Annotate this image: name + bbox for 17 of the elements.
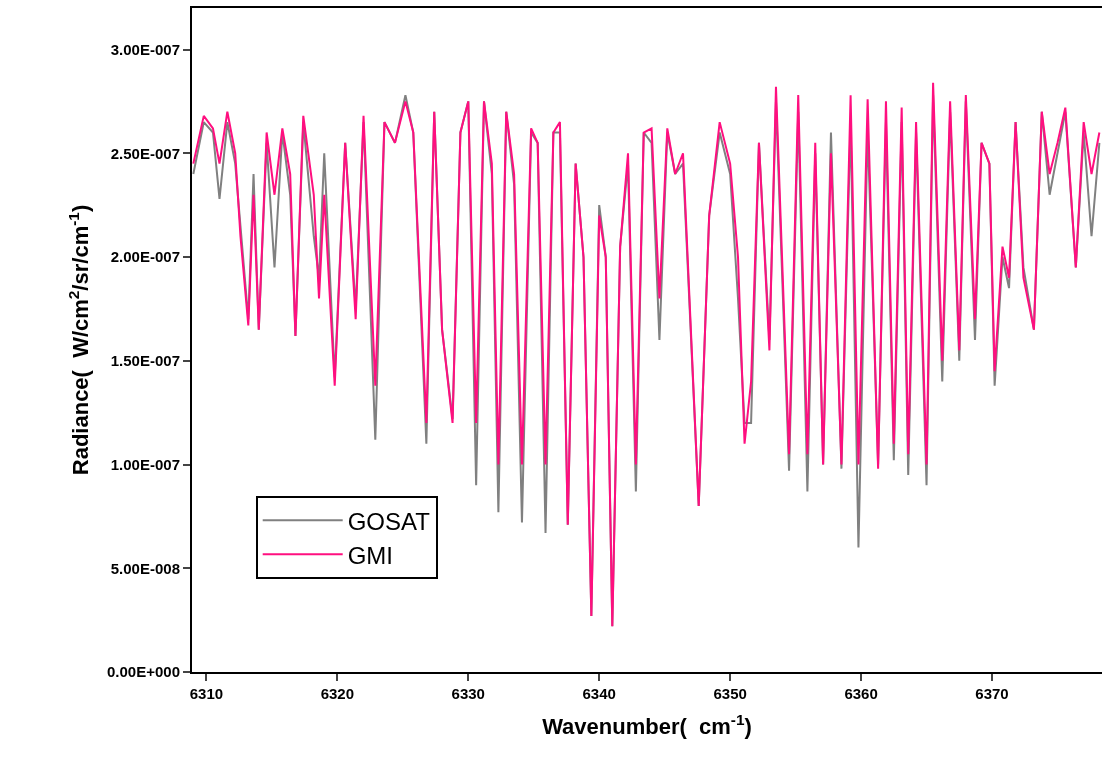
x-axis-title: Wavenumber( cm$^{-1}$) <box>542 711 752 740</box>
x-tick-label: 6340 <box>582 685 616 702</box>
x-tick-label: 6320 <box>320 685 355 702</box>
y-tick-label: 1.50E-007 <box>110 352 180 369</box>
y-tick-label: 2.00E-007 <box>110 248 180 266</box>
x-tick-label: 6370 <box>975 685 1009 702</box>
y-tick-label: 2.50E-007 <box>110 144 180 162</box>
x-tick-label: 6350 <box>713 685 747 702</box>
x-tick-label: 6310 <box>189 685 224 702</box>
y-tick-label: 5.00E-008 <box>110 559 180 577</box>
y-tick-label: 3.00E-007 <box>110 40 180 58</box>
x-tick-label: 6360 <box>844 685 878 702</box>
legend-label: GOSAT <box>347 507 431 535</box>
y-tick-label: 1.00E-007 <box>110 455 180 473</box>
y-tick-label: 0.00E+000 <box>107 663 180 681</box>
x-tick-label: 6330 <box>451 685 485 702</box>
legend-label: GMI <box>347 541 394 569</box>
